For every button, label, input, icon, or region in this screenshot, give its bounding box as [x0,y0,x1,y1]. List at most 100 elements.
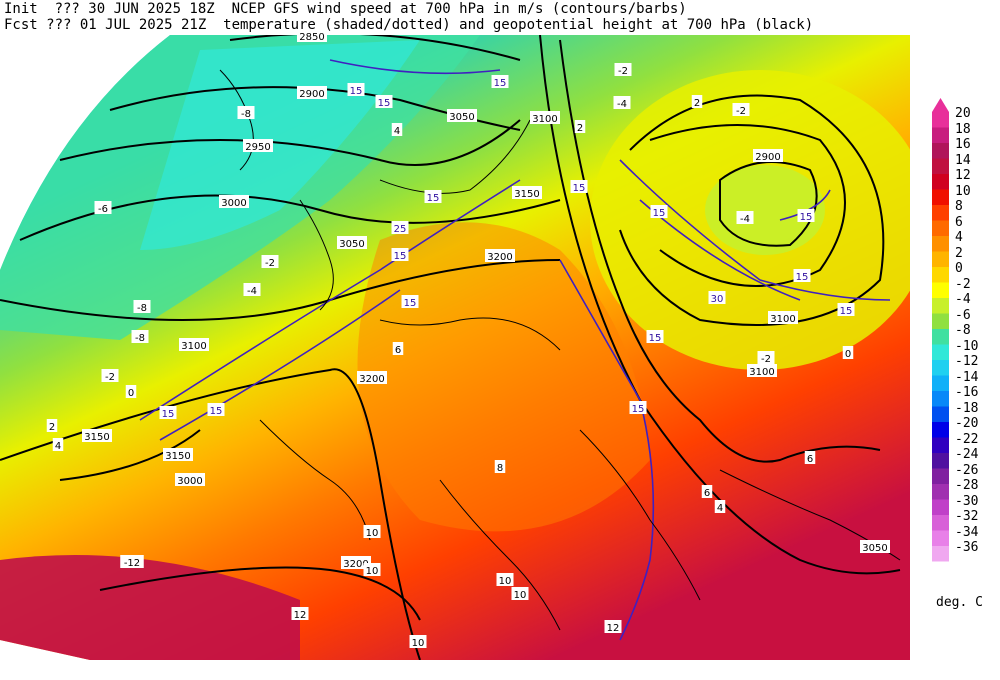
warm-tongue [357,222,650,532]
temperature-label: 0 [845,349,851,360]
temperature-label-bg [614,63,632,76]
wind-contour-label: 15 [800,212,813,223]
temperature-label: 2 [694,98,700,109]
colorbar-swatch [932,251,949,267]
wind-contour-label-bg [629,401,647,414]
height-contour-label: 2900 [299,89,324,100]
colorbar-tick-label: -24 [955,447,979,462]
temperature-label-bg [94,201,112,214]
colorbar-swatch [932,515,949,531]
colorbar-swatch [932,127,949,143]
height-contour-label: 3000 [221,198,246,209]
colorbar-tick-label: -22 [955,431,979,447]
colorbar-tick-label: -6 [955,307,971,323]
colorbar-swatch [932,112,949,128]
height-contour-label-bg [82,429,112,442]
temperature-label-bg [52,438,64,451]
height-contour-label: 3050 [862,543,887,554]
colorbar-swatch [932,360,949,376]
wind-label-layer: 15 15 15 15 15 15 15 30 15 15 15 15 15 15 15 25 15 [159,75,855,420]
temperature-label-bg [804,451,816,464]
colorbar-swatch [932,189,949,205]
temperature-label-bg [574,120,586,133]
wind-contour-label-bg [391,248,409,261]
wind-contour-label-bg [159,406,177,419]
colorbar-tick-label: 12 [955,168,971,183]
temperature-label-bg [291,607,309,620]
colorbar-tick-label: 0 [955,261,963,276]
temperature-label: -4 [617,99,627,110]
temperature-label-bg [736,211,754,224]
height-contour-label-bg [512,186,542,199]
temperature-label: 6 [395,345,401,356]
colorbar-tick-label: -10 [955,338,979,354]
colorbar-swatch [932,499,949,515]
wind-contour-label: 15 [210,406,223,417]
colorbar-tick-label: -4 [955,292,971,307]
temperature-label-bg [243,283,261,296]
colorbar-tick-label: 4 [955,230,963,245]
temperature-label-bg [392,342,404,355]
temp-label-layer: -12-8-6-4-8-2024-824681010121010121064-2… [46,63,854,649]
height-contour-label: 3150 [165,451,190,462]
colorbar-swatch [932,282,949,298]
colorbar-tick-label: 6 [955,214,963,230]
colorbar-swatch [932,468,949,484]
colorbar-swatch [932,158,949,174]
temperature-label: 10 [514,590,527,601]
height-contour-label: 2850 [299,32,324,43]
height-contour-label-bg [179,338,209,351]
wind-contour-label: 15 [840,306,853,317]
colorbar-tick-label: -14 [955,369,979,385]
cold-low-core [705,165,825,255]
colorbar-swatch [932,344,949,360]
temperature-label: 6 [807,454,813,465]
temperature-label-bg [363,525,381,538]
wind-contour-label: 15 [573,183,586,194]
colorbar-swatch [932,313,949,329]
temperature-label-bg [261,255,279,268]
height-contour-label: 3200 [359,374,384,385]
temperature-label: 12 [294,610,307,621]
colorbar-tick-label: -18 [955,400,979,416]
wind-contour-label-bg [491,75,509,88]
temperature-label-bg [46,419,58,432]
colorbar-tick-label: 8 [955,199,963,214]
temperature-label-bg [125,385,137,398]
wind-contour-label-bg [570,180,588,193]
temperature-label-bg [363,563,381,576]
temperature-label: 10 [412,638,425,649]
colorbar-tick-label: -2 [955,276,971,292]
wind-contour-label: 15 [350,86,363,97]
temperature-label: -6 [98,204,108,215]
height-contour-label-bg [530,111,560,124]
temperature-label-bg [391,123,403,136]
wind-contour-label-bg [708,291,726,304]
colorbar-swatch [932,298,949,314]
temperature-label-bg [757,351,775,364]
colorbar-swatch [932,267,949,283]
colorbar-tick-label: -34 [955,524,979,540]
colorbar-tick-label: -28 [955,478,979,493]
height-contour-label: 3050 [339,239,364,250]
wind-contour-label: 15 [427,193,440,204]
wind-contour-label: 30 [711,294,724,305]
init-header: Init ??? 30 JUN 2025 18Z NCEP GFS wind s… [4,1,687,17]
temperature-label: 10 [366,528,379,539]
colorbar-tick-label: -16 [955,385,979,400]
colorbar-swatch [932,422,949,438]
colorbar-tick-label: 14 [955,152,971,168]
height-contour-label-bg [163,448,193,461]
wind-contour-label: 15 [632,404,645,415]
height-contour-label-bg [297,86,327,99]
colorbar-tick-label: -30 [955,493,979,509]
height-contour-label: 3100 [532,114,557,125]
temperature-label: 2 [49,422,55,433]
colorbar-swatch [932,546,949,562]
temperature-label: 12 [607,623,620,634]
height-contour-label-bg [337,236,367,249]
colorbar-arrow [932,98,949,112]
coastlines [219,69,901,631]
temperature-label: -2 [761,354,771,365]
temperature-label-bg [701,485,713,498]
